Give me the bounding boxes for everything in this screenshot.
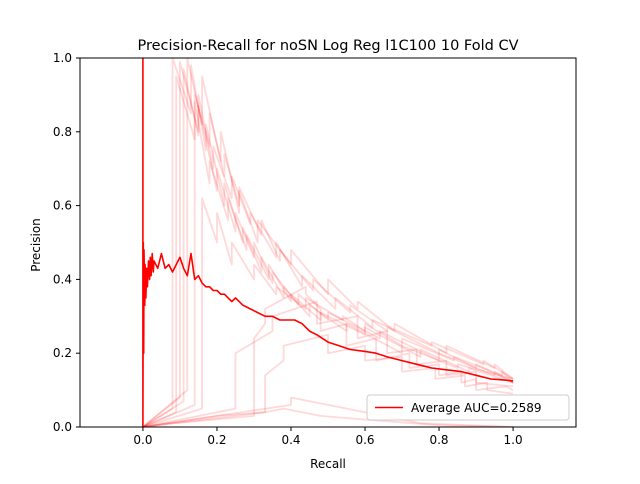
fold-curve-3 [142, 58, 514, 427]
fold-curve-4 [142, 75, 514, 427]
fold-curve-6 [142, 68, 514, 427]
y-tick-label: 0.8 [53, 125, 72, 139]
chart-title: Precision-Recall for noSN Log Reg l1C100… [137, 38, 518, 54]
legend: Average AUC=0.2589 [366, 394, 570, 421]
x-tick-label: 1.0 [504, 433, 523, 447]
plot-area [142, 58, 514, 427]
fold-curve-8 [142, 285, 514, 427]
axes: 0.0 0.2 0.4 0.6 0.8 1.0 0.0 0.2 0.4 0.6 0.8 1.0 [53, 51, 577, 447]
fold-curve-1 [142, 58, 514, 427]
legend-label-average: Average AUC=0.2589 [411, 401, 542, 415]
fold-curve-11 [142, 396, 514, 427]
y-tick-label: 0.4 [53, 272, 72, 286]
fold-curve-10 [142, 333, 514, 427]
x-tick-label: 0.4 [281, 433, 300, 447]
fold-curve-12 [142, 407, 514, 427]
x-axis-label: Recall [310, 457, 346, 471]
series-group [142, 58, 514, 427]
x-tick-label: 0.8 [429, 433, 448, 447]
y-tick-label: 0.2 [53, 346, 72, 360]
average-curve [142, 58, 514, 427]
fold-curve-7 [142, 197, 514, 427]
y-axis-label: Precision [29, 218, 43, 272]
y-tick-label: 1.0 [53, 51, 72, 65]
y-tick-label: 0.6 [53, 199, 72, 213]
fold-curve-5 [142, 94, 514, 427]
axes-frame [79, 57, 577, 428]
x-tick-label: 0.0 [133, 433, 152, 447]
fold-curve-2 [142, 60, 514, 427]
y-tick-label: 0.0 [53, 420, 72, 434]
legend-box [366, 394, 570, 421]
x-tick-label: 0.6 [355, 433, 374, 447]
x-tick-label: 0.2 [207, 433, 226, 447]
fold-curve-9 [142, 300, 514, 427]
